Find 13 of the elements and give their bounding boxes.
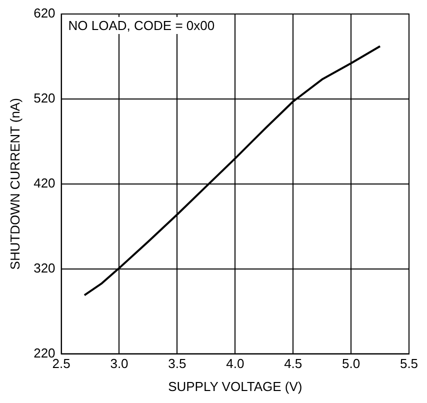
x-tick-label: 3.0 <box>110 356 128 372</box>
x-tick-label: 3.5 <box>168 356 186 372</box>
x-tick-label: 4.5 <box>284 356 302 372</box>
x-tick-label: 4.0 <box>226 356 244 372</box>
y-tick-label: 320 <box>34 260 56 276</box>
x-axis-title: SUPPLY VOLTAGE (V) <box>168 378 302 394</box>
y-axis-title: SHUTDOWN CURRENT (nA) <box>7 98 22 270</box>
x-tick-label: 5.0 <box>342 356 360 372</box>
x-tick-label: 5.5 <box>400 356 418 372</box>
annotation: NO LOAD, CODE = 0x00 <box>68 18 215 34</box>
y-tick-label: 420 <box>34 175 56 190</box>
y-tick-label: 520 <box>34 90 56 106</box>
y-tick-label: 620 <box>34 6 56 21</box>
